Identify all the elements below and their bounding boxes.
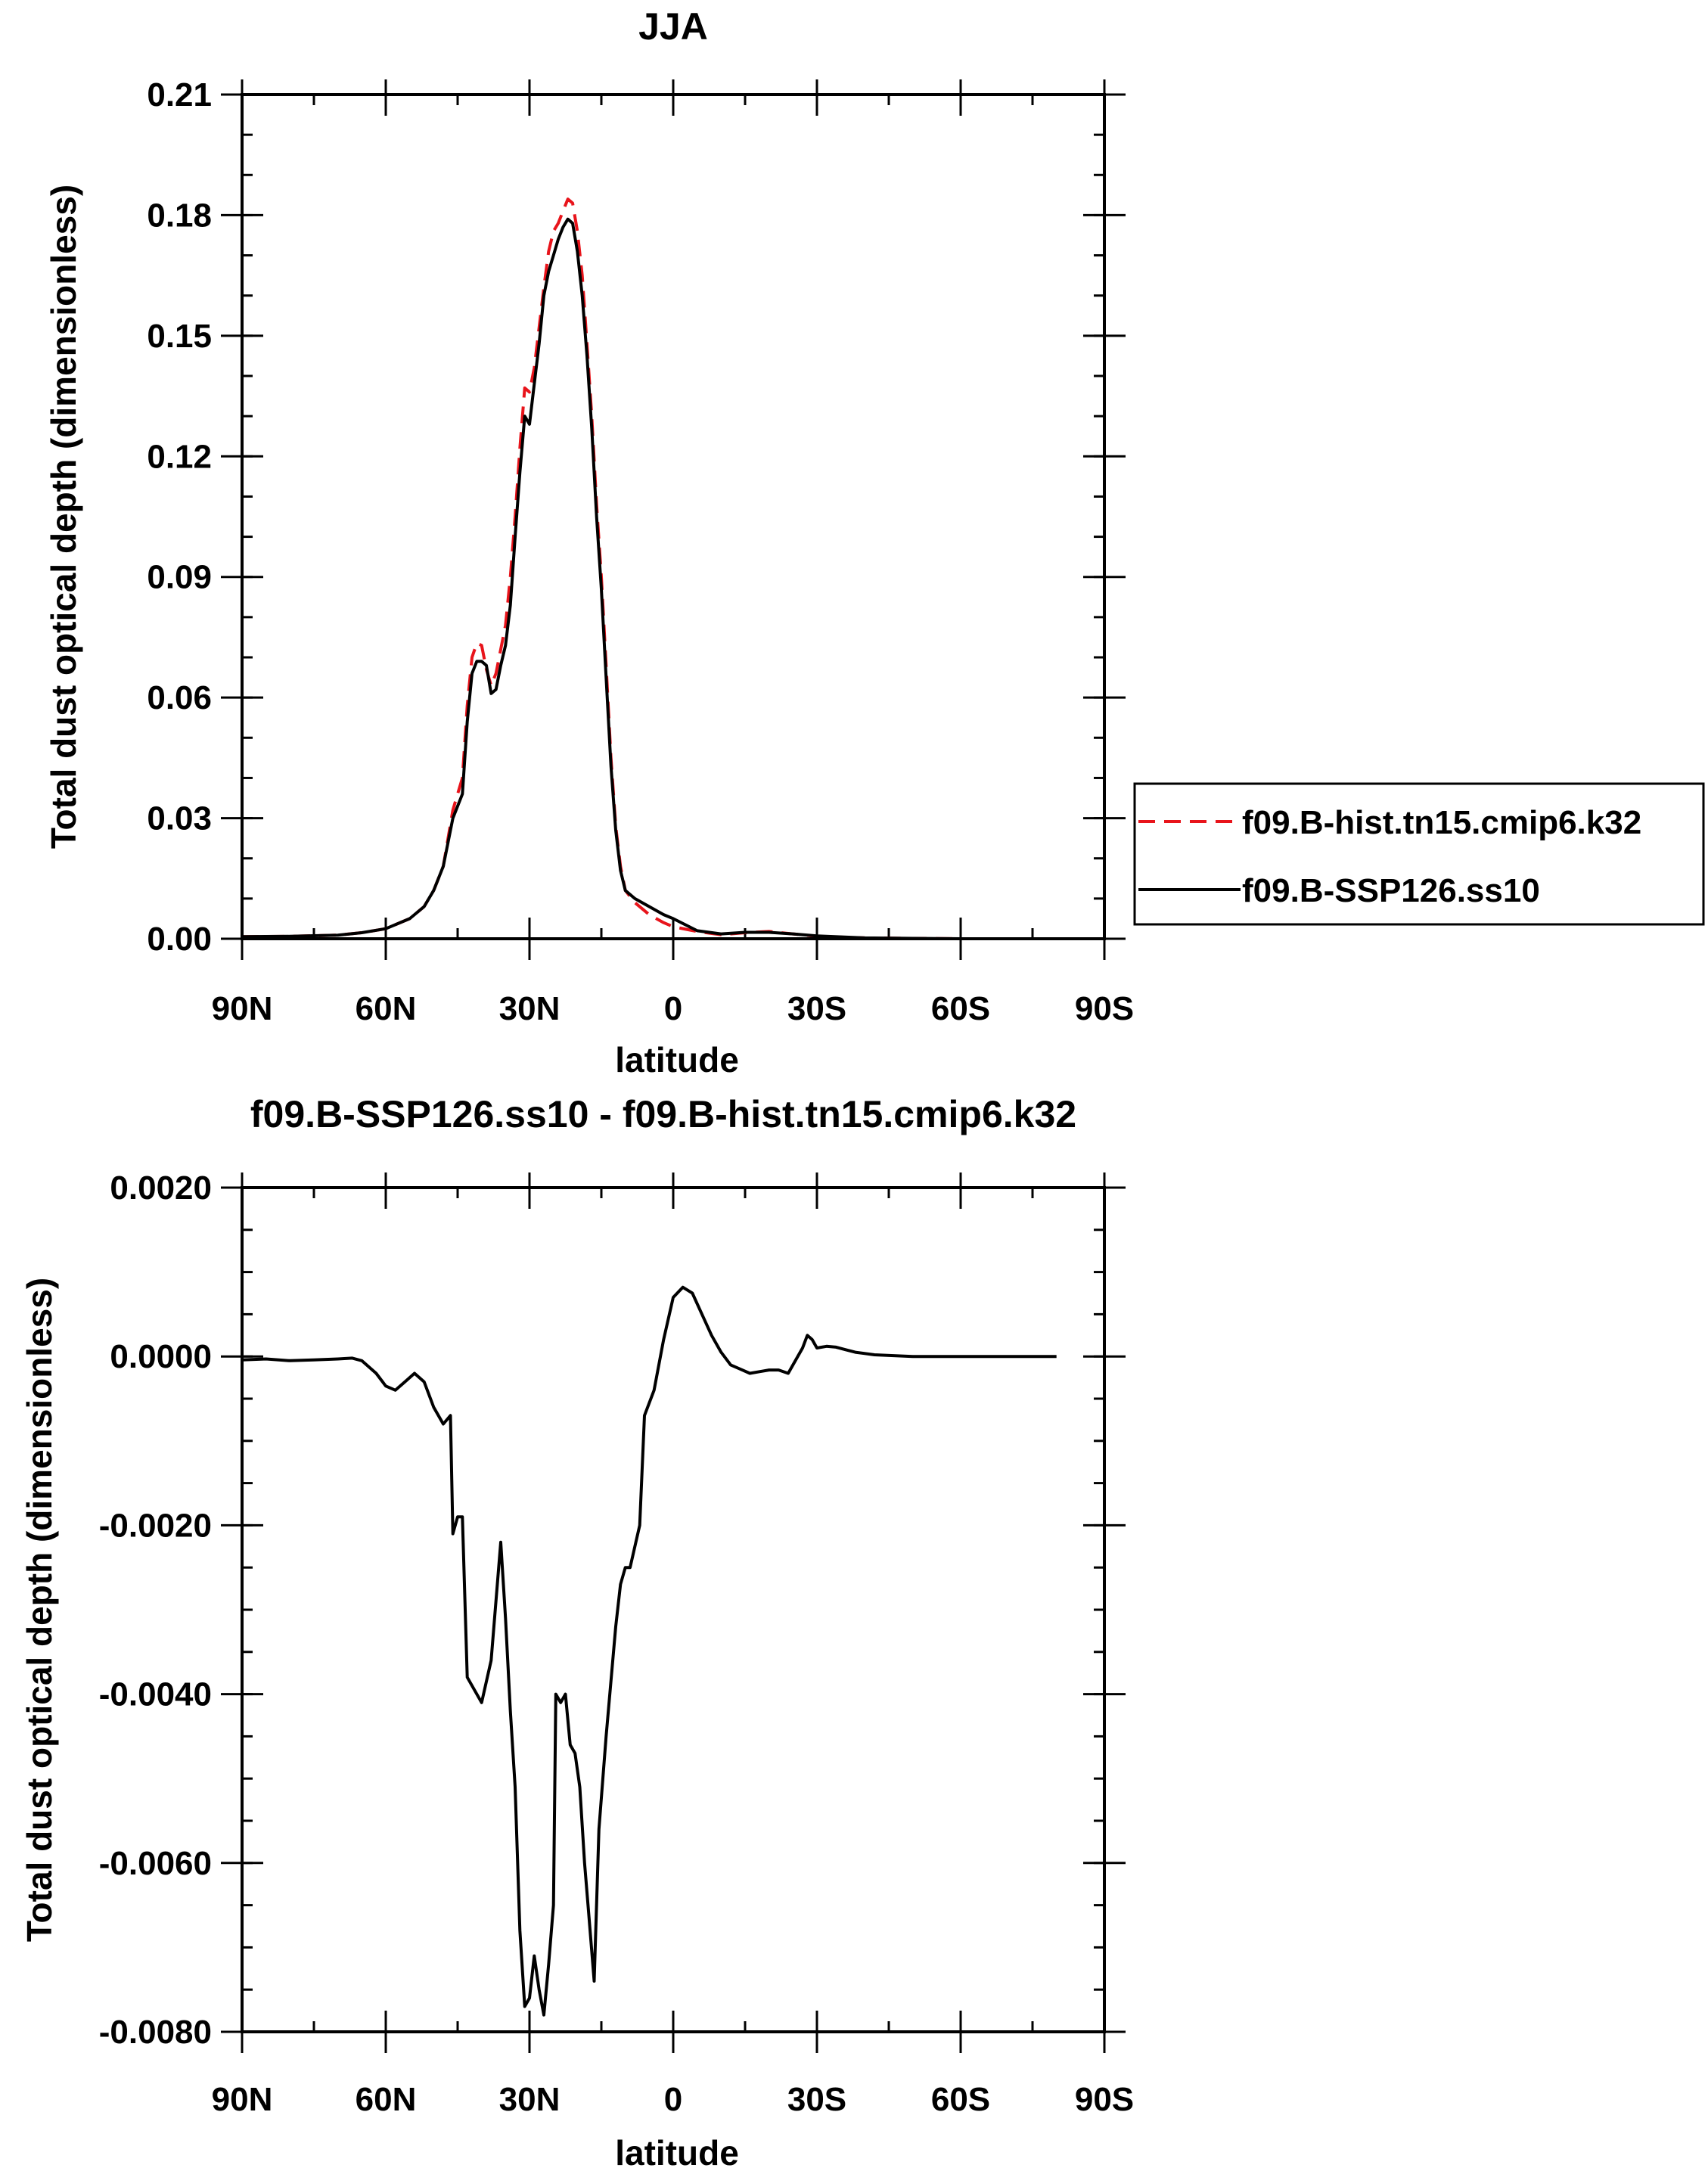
x-tick-label: 30S <box>787 990 846 1027</box>
y-tick-label: -0.0040 <box>99 1676 212 1713</box>
y-tick-label: -0.0020 <box>99 1507 212 1544</box>
y-tick-label: 0.12 <box>147 438 212 475</box>
chart-title: f09.B-SSP126.ss10 - f09.B-hist.tn15.cmip… <box>250 1093 1076 1135</box>
y-tick-label: 0.09 <box>147 559 212 596</box>
series-line-1 <box>241 197 1104 940</box>
legend-label: f09.B-hist.tn15.cmip6.k32 <box>1242 804 1641 841</box>
x-tick-label: 30N <box>499 990 561 1027</box>
y-axis-label: Total dust optical depth (dimensionless) <box>44 185 83 849</box>
plot-frame <box>241 93 1106 940</box>
y-tick-label: 0.18 <box>147 197 212 234</box>
plot-frame <box>241 1186 1106 2033</box>
y-tick-label: 0.00 <box>147 921 212 958</box>
y-tick-label: 0.06 <box>147 679 212 716</box>
x-tick-label: 90N <box>212 2081 273 2118</box>
x-tick-label: 30N <box>499 2081 561 2118</box>
chart-panel-1: JJA 90N 60N 30N 0 30S 60S 90S 0.00 0.03 0.06 0.09 0.… <box>44 5 1705 1079</box>
y-tick-label: 0.15 <box>147 318 212 355</box>
y-tick-label: 0.03 <box>147 800 212 837</box>
x-tick-label: 60S <box>931 2081 990 2118</box>
x-axis-label: latitude <box>615 2133 739 2171</box>
y-axis-label: Total dust optical depth (dimensionless) <box>20 1278 59 1942</box>
series-line-1 <box>241 1285 1057 2017</box>
x-tick-label: 90S <box>1075 990 1134 1027</box>
series-line-2 <box>241 217 1104 940</box>
legend-label: f09.B-SSP126.ss10 <box>1242 872 1540 909</box>
x-tick-label: 60S <box>931 990 990 1027</box>
x-tick-label: 60N <box>356 2081 417 2118</box>
x-tick-label: 0 <box>664 990 682 1027</box>
y-tick-label: 0.0020 <box>110 1169 212 1207</box>
x-tick-label: 0 <box>664 2081 682 2118</box>
x-tick-label: 30S <box>787 2081 846 2118</box>
x-tick-label: 90S <box>1075 2081 1134 2118</box>
y-tick-label: -0.0060 <box>99 1845 212 1882</box>
legend-box <box>1133 782 1705 926</box>
x-axis-label: latitude <box>615 1040 739 1079</box>
x-tick-label: 90N <box>212 990 273 1027</box>
chart-title: JJA <box>638 5 708 48</box>
chart-panel-2: f09.B-SSP126.ss10 - f09.B-hist.tn15.cmip… <box>20 1093 1134 2171</box>
y-tick-label: 0.21 <box>147 76 212 113</box>
x-tick-label: 60N <box>356 990 417 1027</box>
y-tick-label: 0.0000 <box>110 1338 212 1375</box>
legend: f09.B-hist.tn15.cmip6.k32 f09.B-SSP126.ss… <box>1133 782 1705 926</box>
y-tick-label: -0.0080 <box>99 2014 212 2051</box>
